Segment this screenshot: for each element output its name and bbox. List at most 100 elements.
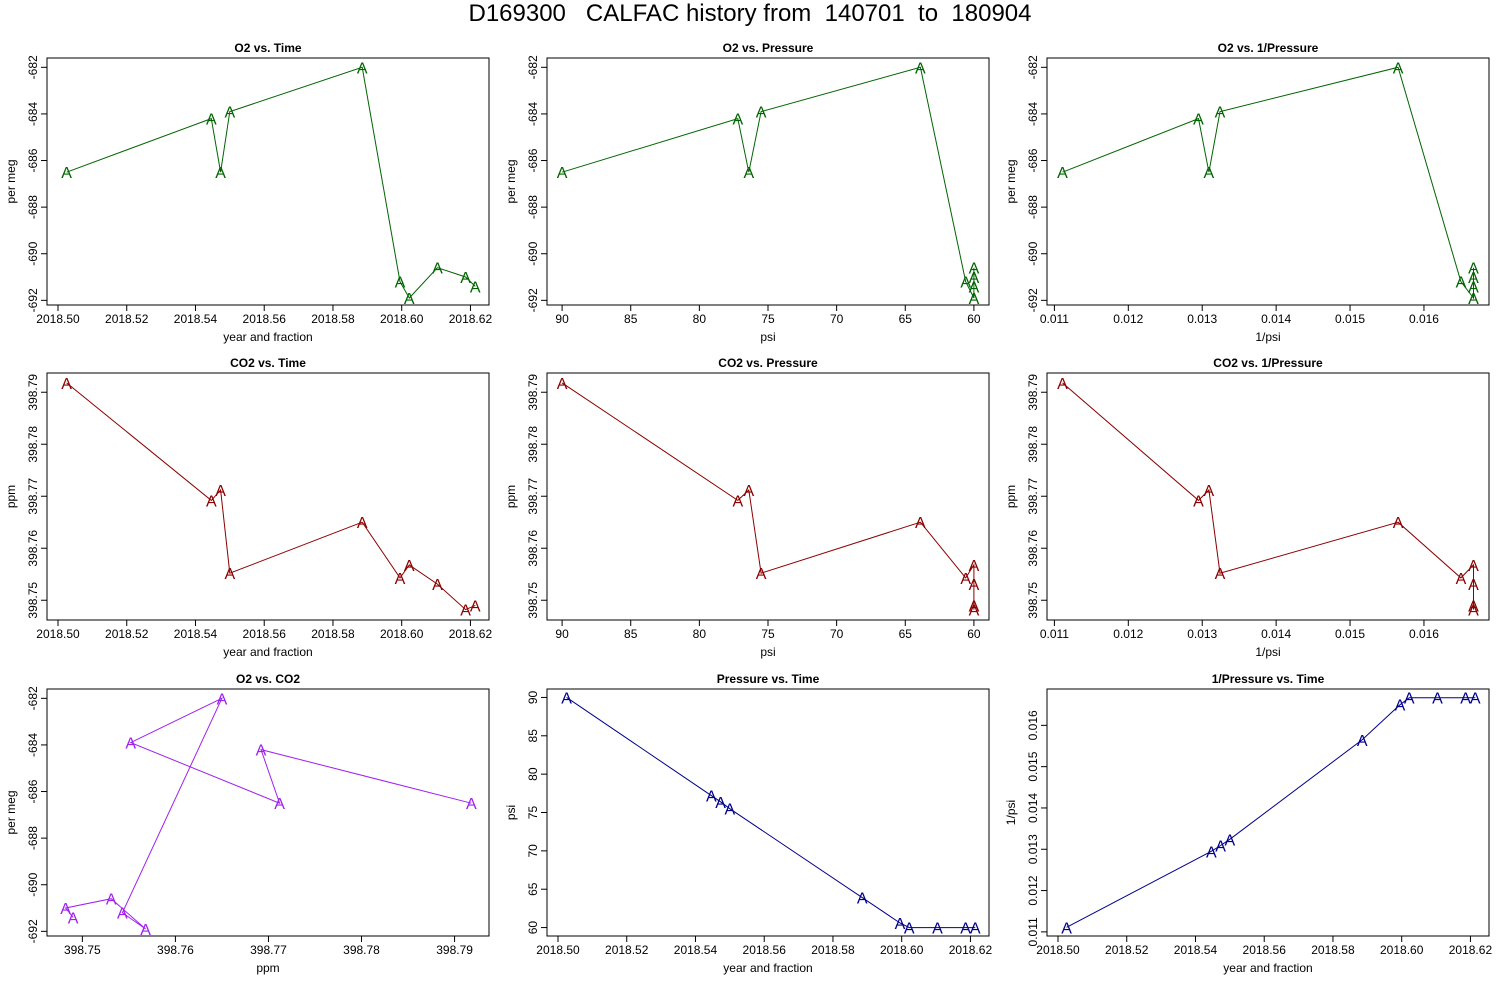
x-tick-label: 2018.50 bbox=[36, 627, 80, 641]
x-tick-label: 2018.62 bbox=[949, 943, 993, 957]
data-point-marker: A bbox=[904, 921, 915, 938]
y-tick-label: -682 bbox=[526, 55, 540, 79]
y-axis-label: per meg bbox=[4, 790, 18, 834]
x-tick-label: 80 bbox=[693, 627, 707, 641]
y-tick-label: 398.76 bbox=[26, 530, 40, 567]
data-point-marker: A bbox=[357, 515, 368, 532]
data-point-marker: A bbox=[557, 165, 568, 182]
x-tick-label: 65 bbox=[899, 312, 913, 326]
data-point-marker: A bbox=[1470, 691, 1481, 708]
x-tick-label: 0.015 bbox=[1335, 312, 1365, 326]
data-point-marker: A bbox=[217, 691, 228, 708]
x-tick-label: 398.79 bbox=[436, 943, 473, 957]
data-point-marker: A bbox=[969, 291, 980, 308]
x-tick-label: 2018.60 bbox=[880, 943, 924, 957]
x-tick-label: 85 bbox=[624, 627, 638, 641]
y-axis-label: per meg bbox=[4, 159, 18, 203]
x-tick-label: 2018.56 bbox=[743, 943, 787, 957]
x-tick-label: 70 bbox=[830, 312, 844, 326]
y-tick-label: 398.76 bbox=[526, 530, 540, 567]
data-point-marker: A bbox=[1225, 832, 1236, 849]
data-point-marker: A bbox=[357, 60, 368, 77]
data-point-marker: A bbox=[106, 892, 117, 909]
data-point-marker: A bbox=[1432, 691, 1443, 708]
x-tick-label: 2018.56 bbox=[243, 312, 287, 326]
data-point-marker: A bbox=[1057, 165, 1068, 182]
y-tick-label: 85 bbox=[526, 729, 540, 743]
data-point-marker: A bbox=[225, 566, 236, 583]
y-tick-label: -684 bbox=[526, 102, 540, 126]
y-tick-label: 0.013 bbox=[1026, 834, 1040, 864]
y-tick-label: -682 bbox=[26, 686, 40, 710]
y-tick-label: -692 bbox=[526, 288, 540, 312]
data-point-marker: A bbox=[557, 376, 568, 393]
y-tick-label: 398.76 bbox=[1026, 530, 1040, 567]
plot-frame bbox=[46, 57, 490, 306]
data-point-marker: A bbox=[215, 165, 226, 182]
chart-panel: CO2 vs. 1/Pressure 0.011 0.012 0.013 0.014 0.… bbox=[1004, 356, 1490, 659]
x-axis-label: year and fraction bbox=[1223, 961, 1312, 975]
chart-title: 1/Pressure vs. Time bbox=[1212, 672, 1325, 686]
data-point-marker: A bbox=[1404, 691, 1415, 708]
x-axis-label: ppm bbox=[256, 961, 279, 975]
series-line bbox=[561, 66, 975, 299]
x-tick-label: 0.013 bbox=[1187, 627, 1217, 641]
x-tick-label: 2018.54 bbox=[174, 312, 218, 326]
data-point-marker: A bbox=[1456, 275, 1467, 292]
data-point-marker: A bbox=[206, 112, 217, 129]
chart-panel: CO2 vs. Time 2018.50 2018.52 2018.54 2018.56… bbox=[4, 356, 492, 659]
x-tick-label: 75 bbox=[761, 627, 775, 641]
series-line bbox=[66, 66, 476, 299]
data-point-marker: A bbox=[756, 566, 767, 583]
x-tick-label: 2018.54 bbox=[1174, 943, 1218, 957]
data-point-marker: A bbox=[969, 279, 980, 296]
x-tick-label: 2018.62 bbox=[1449, 943, 1493, 957]
y-tick-label: -690 bbox=[26, 872, 40, 896]
y-tick-label: 398.75 bbox=[526, 582, 540, 619]
data-point-marker: A bbox=[460, 270, 471, 287]
page-title: D169300 CALFAC history from 140701 to 18… bbox=[468, 0, 1032, 27]
data-point-marker: A bbox=[970, 921, 981, 938]
y-axis-label: 1/psi bbox=[1004, 800, 1018, 825]
y-tick-label: -686 bbox=[1026, 148, 1040, 172]
data-point-marker: A bbox=[1456, 571, 1467, 588]
data-point-marker: A bbox=[1057, 376, 1068, 393]
data-point-marker: A bbox=[1193, 493, 1204, 510]
chart-title: O2 vs. Pressure bbox=[723, 41, 814, 55]
data-point-marker: A bbox=[395, 571, 406, 588]
data-point-marker: A bbox=[68, 910, 79, 927]
x-tick-label: 398.78 bbox=[343, 943, 380, 957]
data-point-marker: A bbox=[1193, 112, 1204, 129]
y-tick-label: -686 bbox=[26, 148, 40, 172]
data-point-marker: A bbox=[1468, 261, 1479, 278]
data-point-marker: A bbox=[915, 60, 926, 77]
data-point-marker: A bbox=[1204, 165, 1215, 182]
chart-panel: O2 vs. Time 2018.50 2018.52 2018.54 2018.56 2… bbox=[4, 41, 492, 344]
x-axis-label: year and fraction bbox=[223, 645, 312, 659]
plot-frame bbox=[546, 57, 990, 306]
chart-title: Pressure vs. Time bbox=[717, 672, 820, 686]
series-line bbox=[1066, 697, 1476, 928]
data-point-marker: A bbox=[715, 795, 726, 812]
y-tick-label: 75 bbox=[526, 806, 540, 820]
x-tick-label: 65 bbox=[899, 627, 913, 641]
data-point-marker: A bbox=[1206, 844, 1217, 861]
data-point-marker: A bbox=[1204, 483, 1215, 500]
plot-frame bbox=[546, 688, 990, 937]
data-point-marker: A bbox=[470, 598, 481, 615]
x-tick-label: 2018.62 bbox=[449, 627, 493, 641]
y-tick-label: 60 bbox=[526, 921, 540, 935]
data-point-marker: A bbox=[1468, 598, 1479, 615]
x-axis-label: 1/psi bbox=[1255, 645, 1280, 659]
series-line bbox=[64, 697, 472, 930]
series-line bbox=[1062, 382, 1474, 610]
data-point-marker: A bbox=[1468, 279, 1479, 296]
plot-frame bbox=[1046, 57, 1490, 306]
y-tick-label: 90 bbox=[526, 690, 540, 704]
series-line bbox=[561, 382, 975, 610]
y-axis-label: ppm bbox=[1004, 485, 1018, 508]
x-tick-label: 75 bbox=[761, 312, 775, 326]
y-tick-label: -690 bbox=[26, 241, 40, 265]
y-tick-label: 0.014 bbox=[1026, 793, 1040, 823]
y-tick-label: -692 bbox=[1026, 288, 1040, 312]
